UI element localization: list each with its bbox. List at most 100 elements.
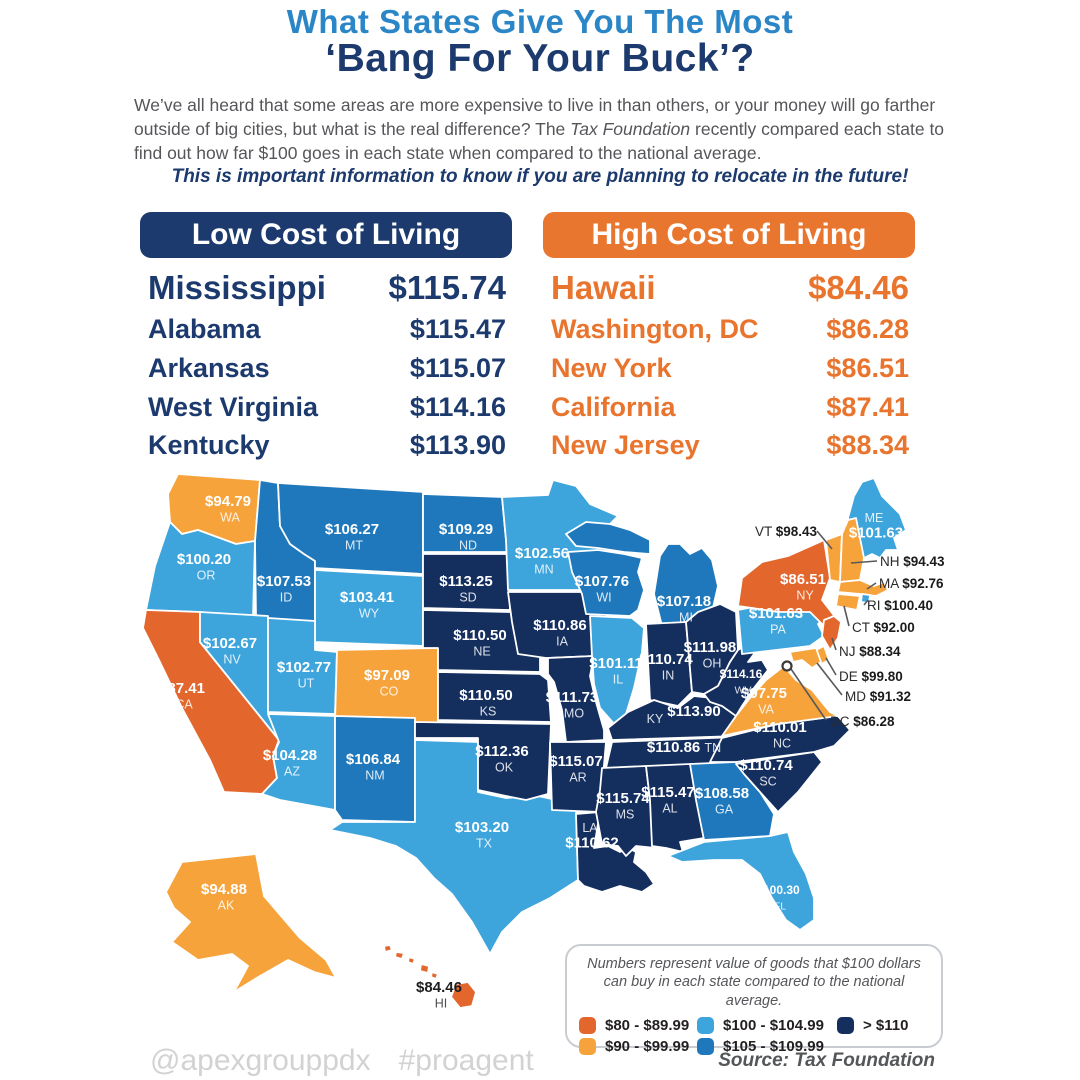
state-value: $86.28 [826,314,909,345]
state-label-ga: GA [715,803,734,817]
state-shape-in [645,621,693,707]
legend-swatch-icon [579,1037,596,1055]
state-shape-va [721,665,839,737]
state-label-or: $100.20 [177,551,231,568]
state-name: Hawaii [551,269,656,306]
state-shape-ks [437,671,552,723]
table-row: Washington, DC $86.28 [543,315,915,345]
state-label-wv: $114.16 [720,667,763,681]
state-shape-mi [565,521,651,555]
legend-label: $105 - $109.99 [723,1037,824,1055]
state-label-il: $101.11 [589,655,642,672]
state-value: $113.90 [409,430,506,461]
state-label-nc: NC [773,737,791,751]
state-shape-sc [735,751,823,813]
intro-text-after: recently compared each state to find out… [134,118,945,163]
state-label-ny: $86.51 [780,571,826,588]
state-label-mi: $107.18 [657,593,711,610]
state-label-co: CO [380,685,399,699]
state-value: $115.47 [409,314,506,345]
state-callout-label-ct: CT $92.00 [852,620,915,635]
state-label-sd: $113.25 [439,573,492,590]
state-label-nv: NV [223,653,241,667]
state-label-or: OR [197,569,216,583]
state-label-in: IN [662,669,675,683]
state-label-ky: KY [647,712,664,726]
state-label-pa: PA [770,623,786,637]
state-shape-or [145,521,256,619]
state-label-ca: $87.41 [159,680,205,697]
state-label-co: $97.09 [364,667,410,684]
state-label-in: $110.74 [639,651,693,668]
state-value: $115.74 [388,269,506,306]
legend-note: Numbers represent value of goods that $1… [587,956,921,1009]
table-row: Arkansas $115.07 [140,353,512,384]
legend-item: $80 - $89.99 [579,1016,697,1034]
state-label-wi: WI [596,591,611,605]
high-cost-table: High Cost of Living Hawaii $84.46 Washingt… [543,212,915,461]
state-label-nm: $106.84 [346,751,401,768]
intro-text-before: We’ve all heard that some areas are more… [134,95,936,139]
page-title-line1: What States Give You The Most [286,3,794,40]
state-shape-nm [334,715,416,823]
state-label-ut: UT [298,677,315,691]
state-shape-md [789,647,822,669]
legend-swatch-icon [579,1016,596,1034]
state-value: $88.34 [826,430,909,461]
state-label-wy: $103.41 [340,589,394,606]
intro-paragraph: We’ve all heard that some areas are more… [134,94,948,165]
state-label-nd: $109.29 [439,521,493,538]
state-name: Alabama [148,314,261,345]
table-row: Hawaii $84.46 [543,269,915,306]
page-title-line2: ‘Bang For Your Buck’? [325,37,755,80]
state-shape-hi [383,944,393,953]
state-label-nv: $102.67 [203,635,257,652]
state-label-mi: MI [679,611,693,625]
state-callout-label-vt: VT $98.43 [755,524,818,539]
state-label-ne: $110.50 [453,627,506,644]
state-label-sc: $110.74 [739,757,793,774]
callout-leader-line [816,662,843,696]
state-label-nm: NM [365,769,384,783]
footer-handles: @apexgrouppdx #proagent [150,1044,534,1078]
state-label-mn: $102.56 [515,545,569,562]
state-shape-hi [394,951,405,960]
state-label-hi: $84.46 [416,979,462,996]
state-shape-nj [821,615,842,651]
state-shape-nc [709,715,851,763]
footer-handle: @apexgrouppdx [150,1044,371,1077]
state-label-ny: NY [796,589,814,603]
state-name: California [551,391,676,422]
legend-item: $105 - $109.99 [697,1037,837,1055]
state-label-ak: $94.88 [201,881,247,898]
state-shape-la [575,811,655,893]
state-value: $86.51 [826,352,909,383]
high-cost-header: High Cost of Living [543,212,915,258]
state-shape-hi [430,971,439,980]
table-row: New Jersey $88.34 [543,431,915,461]
state-shape-ct [835,593,861,611]
table-row: Kentucky $113.90 [140,431,512,461]
state-label-ms: $115.74 [596,790,650,807]
state-name: Washington, DC [551,314,759,345]
state-label-oh: OH [703,657,722,671]
legend-swatch-icon [697,1016,714,1034]
state-label-mt: $106.27 [325,521,379,538]
state-label-ga: $108.58 [695,785,749,802]
table-row: West Virginia $114.16 [140,391,512,423]
state-label-mt: MT [345,539,363,553]
state-name: New York [551,352,672,383]
state-label-wa: $94.79 [205,493,251,510]
state-value: $114.16 [409,391,506,422]
state-callout-label-de: DE $99.80 [839,669,903,684]
low-cost-table: Low Cost of Living Mississippi $115.74 Ala… [140,212,512,461]
state-name: West Virginia [148,391,319,422]
state-label-fl: FL [774,901,786,913]
source-credit: Source: Tax Foundation [718,1050,935,1071]
state-value: $84.46 [808,269,909,306]
state-label-tx: $103.20 [455,819,509,836]
state-shape-hi [407,956,416,965]
footer-hashtag: #proagent [398,1044,534,1077]
intro-source-name: Tax Foundation [570,118,691,139]
